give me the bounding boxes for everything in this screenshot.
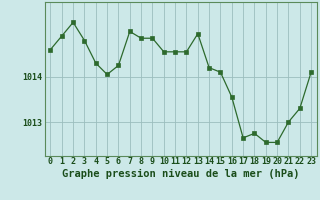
X-axis label: Graphe pression niveau de la mer (hPa): Graphe pression niveau de la mer (hPa) [62, 169, 300, 179]
